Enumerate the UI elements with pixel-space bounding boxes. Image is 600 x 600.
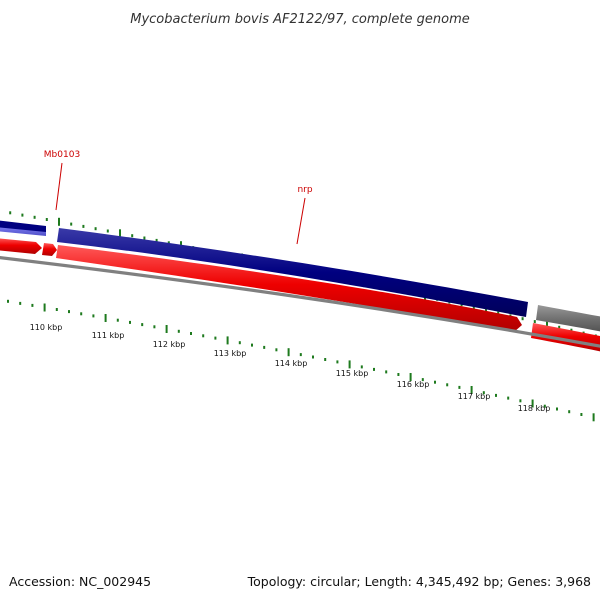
scale-label-115kbp: 115 kbp (336, 369, 369, 378)
outer-scale-minor-tick (94, 227, 97, 231)
outer-scale-major-tick (546, 320, 548, 329)
gene-label-nrp: nrp (297, 185, 312, 195)
forward-feature-nrp (57, 228, 528, 317)
outer-scale-minor-tick (33, 215, 36, 219)
inner-scale-minor-tick (519, 399, 522, 403)
reverse-feature-left (0, 238, 42, 254)
outer-scale-minor-tick (82, 224, 85, 228)
inner-scale-minor-tick (458, 385, 461, 389)
inner-scale-minor-tick (482, 391, 485, 395)
outer-scale-minor-tick (70, 222, 73, 226)
scale-label-110kbp: 110 kbp (30, 323, 63, 332)
inner-scale-major-tick (348, 360, 351, 369)
inner-scale-major-tick (470, 386, 473, 394)
inner-scale-minor-tick (190, 332, 192, 335)
outer-scale-major-tick (58, 217, 60, 226)
inner-scale-minor-tick (336, 360, 339, 364)
outer-scale-minor-tick (131, 234, 134, 238)
inner-scale-minor-tick (373, 367, 375, 371)
inner-scale-minor-tick (324, 358, 327, 361)
inner-scale-minor-tick (7, 299, 9, 303)
scale-label-112kbp: 112 kbp (153, 340, 186, 349)
gene-label-mb0103: Mb0103 (44, 150, 80, 160)
scale-label-118kbp: 118 kbp (518, 404, 551, 413)
inner-scale-minor-tick (299, 353, 302, 357)
inner-scale-minor-tick (556, 407, 558, 411)
inner-scale-minor-tick (202, 334, 205, 338)
inner-scale-minor-tick (495, 393, 497, 397)
scale-label-113kbp: 113 kbp (214, 349, 247, 358)
outer-scale-major-tick (119, 229, 121, 238)
outer-scale-minor-tick (45, 218, 48, 221)
outer-scale-minor-tick (533, 320, 536, 324)
inner-scale-minor-tick (251, 343, 253, 347)
inner-scale-minor-tick (129, 320, 131, 324)
outer-scale-minor-tick (106, 229, 109, 233)
inner-scale-major-tick (409, 373, 412, 381)
scale-label-114kbp: 114 kbp (275, 359, 308, 368)
inner-scale-minor-tick (446, 383, 449, 387)
outer-scale-minor-tick (167, 241, 170, 245)
inner-scale-minor-tick (31, 303, 34, 307)
feature-gray-right (536, 305, 600, 332)
inner-scale-minor-tick (68, 310, 70, 314)
inner-scale-minor-tick (397, 373, 400, 376)
inner-scale-minor-tick (507, 396, 510, 400)
inner-scale-minor-tick (116, 318, 119, 322)
outer-scale-minor-tick (9, 211, 12, 215)
inner-scale-minor-tick (80, 312, 83, 316)
outer-scale-major-tick (485, 306, 487, 315)
inner-tick-marks (7, 299, 595, 422)
outer-scale-minor-tick (21, 213, 24, 217)
genome-backbone (0, 255, 600, 348)
inner-scale-minor-tick (421, 378, 424, 382)
inner-scale-minor-tick (580, 413, 583, 416)
outer-scale-minor-tick (155, 238, 158, 242)
scale-label-117kbp: 117 kbp (458, 392, 491, 401)
inner-scale-minor-tick (385, 370, 388, 374)
inner-scale-major-tick (165, 325, 168, 333)
outer-scale-minor-tick (143, 236, 146, 240)
inner-scale-minor-tick (275, 348, 278, 352)
inner-scale-minor-tick (263, 345, 266, 349)
inner-scale-major-tick (104, 314, 107, 322)
inner-scale-minor-tick (568, 410, 571, 414)
inner-scale-minor-tick (312, 355, 314, 359)
outer-scale-minor-tick (570, 328, 573, 332)
inner-scale-minor-tick (543, 404, 546, 408)
inner-scale-minor-tick (141, 323, 144, 327)
inner-scale-minor-tick (153, 325, 156, 329)
scale-label-111kbp: 111 kbp (92, 331, 125, 340)
inner-scale-major-tick (287, 348, 290, 357)
inner-scale-major-tick (531, 399, 534, 408)
inner-scale-minor-tick (55, 308, 58, 311)
accession-text: Accession: NC_002945 (9, 574, 151, 589)
inner-scale-major-tick (592, 413, 595, 422)
inner-scale-major-tick (226, 336, 229, 345)
inner-scale-minor-tick (238, 341, 241, 345)
reverse-feature-main (56, 245, 522, 332)
map-title: Mycobacterium bovis AF2122/97, complete … (130, 12, 469, 27)
forward-feature-left (0, 220, 46, 232)
inner-scale-major-tick (43, 303, 46, 312)
genome-summary-text: Topology: circular; Length: 4,345,492 bp… (247, 574, 591, 589)
inner-scale-minor-tick (214, 336, 217, 340)
scale-labels: 110 kbp 111 kbp 112 kbp 113 kbp 114 kbp … (30, 323, 551, 413)
inner-scale-minor-tick (19, 301, 22, 305)
inner-scale-minor-tick (360, 365, 363, 369)
scale-label-116kbp: 116 kbp (397, 380, 430, 389)
outer-scale-minor-tick (558, 325, 561, 329)
outer-scale-minor-tick (497, 311, 500, 315)
inner-scale-minor-tick (92, 314, 95, 318)
reverse-feature-mb0103 (42, 243, 57, 256)
outer-scale-minor-tick (472, 306, 475, 309)
outer-scale-minor-tick (521, 317, 524, 321)
inner-scale-minor-tick (434, 380, 436, 384)
inner-scale-minor-tick (177, 329, 180, 333)
nrp-leader-line (296, 197, 306, 245)
mb0103-leader-line (55, 162, 63, 211)
